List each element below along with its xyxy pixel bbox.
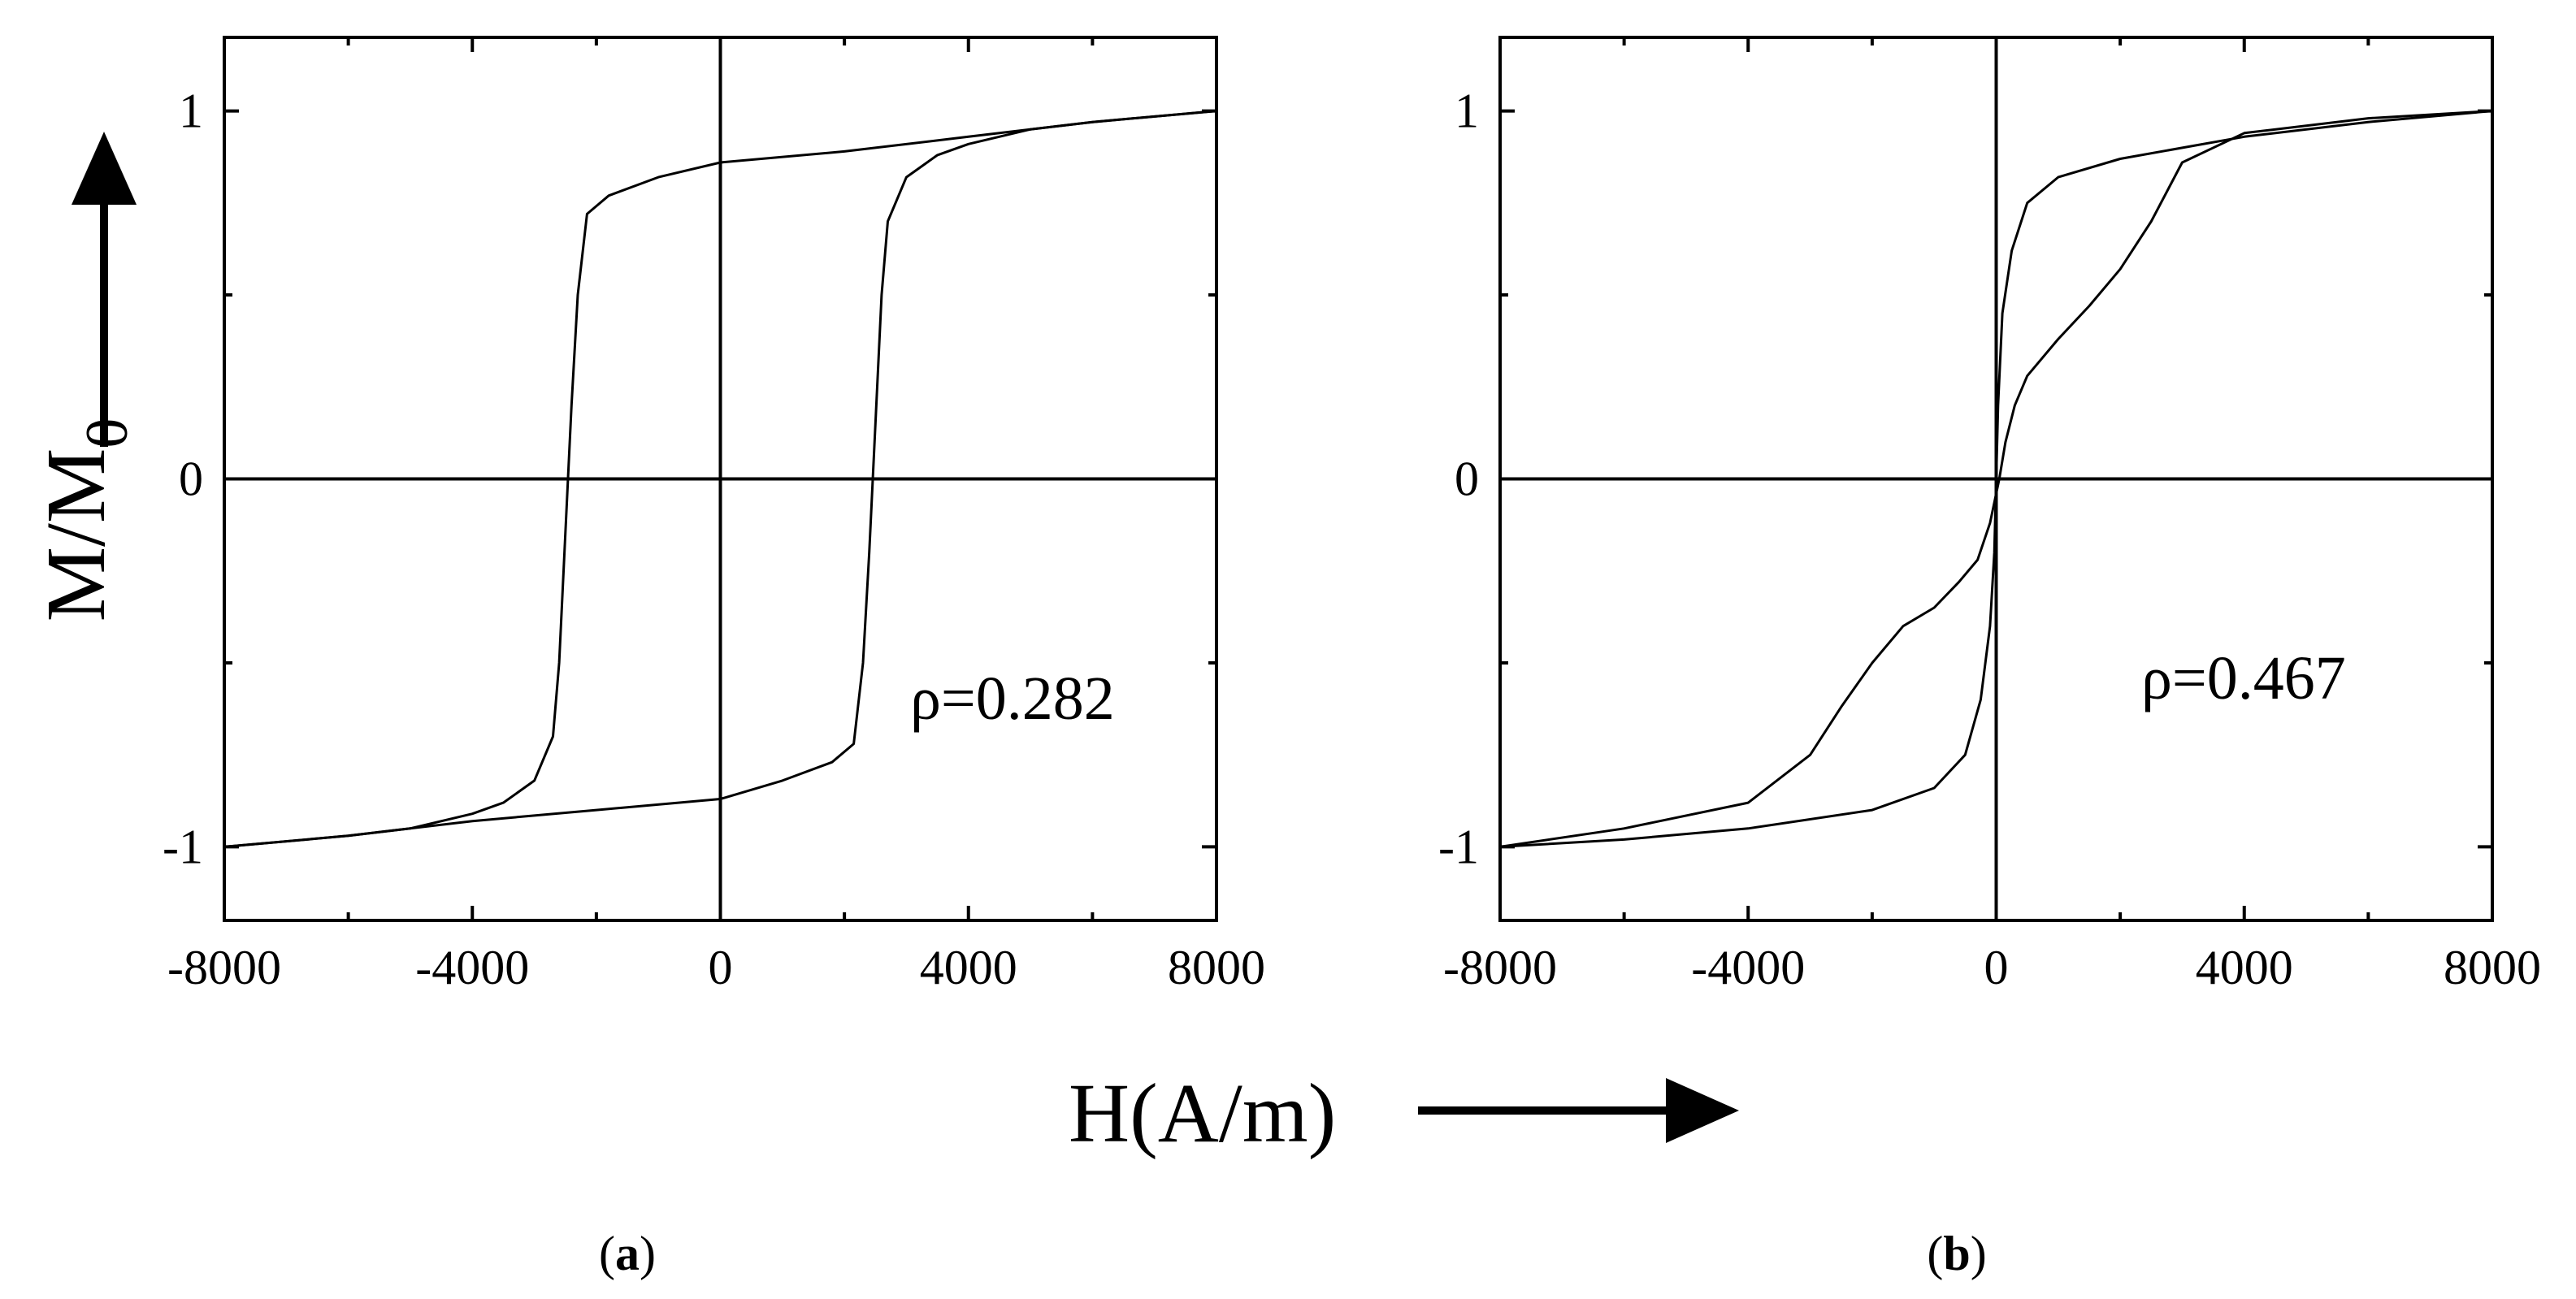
annotation-a: ρ=0.282 [910, 665, 1115, 733]
y-tick-label-a: 1 [179, 84, 203, 138]
panel-label-a: (a) [599, 1227, 656, 1280]
panel-b: -8000 -4000 0 4000 8000 -1 0 1 ρ=0.467 [1438, 36, 2541, 994]
y-tick-label-a: -1 [163, 820, 203, 873]
x-tick-label-b: -4000 [1691, 941, 1805, 994]
panel-label-b: (b) [1927, 1227, 1986, 1280]
x-tick-label-b: -8000 [1443, 941, 1557, 994]
x-tick-label-a: 4000 [920, 941, 1017, 994]
descending-branch-a [223, 110, 1217, 848]
x-axis-title: H(A/m) [1069, 1067, 1336, 1160]
x-tick-label-a: -4000 [415, 941, 529, 994]
y-tick-label-b: 1 [1455, 84, 1479, 138]
svg-text:M/M0: M/M0 [29, 418, 141, 622]
y-axis-title: M/M0 [29, 418, 141, 622]
x-tick-label-b: 0 [1984, 941, 2009, 994]
y-tick-label-b: 0 [1455, 452, 1479, 506]
x-tick-label-b: 4000 [2196, 941, 2293, 994]
ascending-branch-a [223, 110, 1217, 848]
panel-a: -8000 -4000 0 4000 8000 -1 0 1 ρ=0.282 [163, 36, 1265, 994]
y-axis-title-main: M/M [29, 448, 123, 622]
x-tick-label-a: -8000 [167, 941, 281, 994]
ascending-branch-b [1499, 110, 2493, 848]
annotation-b: ρ=0.467 [2141, 644, 2346, 712]
x-tick-label-a: 0 [709, 941, 733, 994]
x-tick-label-b: 8000 [2444, 941, 2541, 994]
x-tick-label-a: 8000 [1168, 941, 1265, 994]
descending-branch-b [1499, 110, 2493, 848]
y-tick-label-a: 0 [179, 452, 203, 506]
y-tick-label-b: -1 [1438, 820, 1479, 873]
